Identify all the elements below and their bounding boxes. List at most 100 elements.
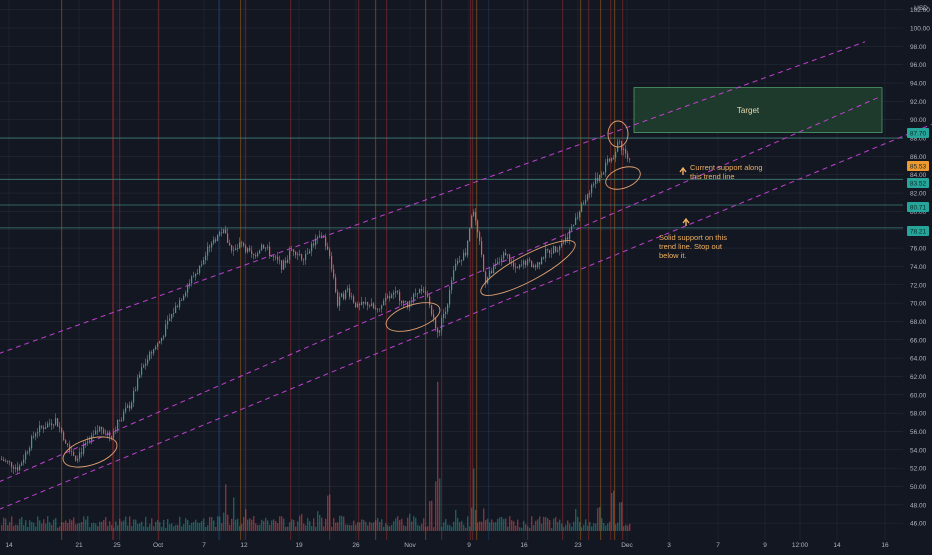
candle-body bbox=[249, 248, 251, 251]
event-band bbox=[112, 0, 114, 540]
candle-body bbox=[157, 343, 159, 347]
highlight-ellipse[interactable] bbox=[59, 431, 120, 473]
volume-bar bbox=[87, 516, 89, 531]
time-tick-label: Dec bbox=[621, 542, 633, 549]
candle-body bbox=[237, 248, 239, 249]
target-zone[interactable]: Target bbox=[633, 87, 883, 133]
candle-body bbox=[47, 423, 49, 428]
candle-body bbox=[421, 289, 423, 291]
highlight-ellipses[interactable] bbox=[59, 120, 644, 473]
time-axis[interactable]: 14 21 25 Oct 7 12 19 26 Nov 9 16 23 Dec 3 7 9 12:00 14 16 bbox=[5, 542, 889, 549]
price-tag bbox=[907, 202, 929, 212]
candle-body bbox=[215, 239, 217, 242]
volume-bar bbox=[263, 520, 265, 531]
candle-body bbox=[33, 436, 35, 438]
volume-bar bbox=[335, 522, 337, 531]
volume-bar bbox=[199, 522, 201, 531]
candle-body bbox=[7, 460, 9, 462]
event-band bbox=[240, 0, 242, 540]
candle-body bbox=[443, 313, 445, 318]
highlight-ellipse[interactable] bbox=[475, 232, 581, 305]
horizontal-levels[interactable] bbox=[0, 137, 903, 229]
highlight-ellipse[interactable] bbox=[603, 162, 644, 193]
candle-body bbox=[473, 211, 475, 216]
volume-bar bbox=[265, 517, 267, 531]
candle-body bbox=[221, 232, 223, 234]
volume-bar bbox=[157, 520, 159, 531]
candle-body bbox=[319, 235, 321, 237]
volume-bar bbox=[625, 524, 627, 531]
volume-bar bbox=[535, 520, 537, 531]
candle-body bbox=[119, 419, 121, 421]
event-band bbox=[113, 0, 115, 540]
candle-body bbox=[191, 276, 193, 284]
candle-body bbox=[397, 291, 399, 293]
candle-body bbox=[217, 235, 219, 242]
candle-body bbox=[265, 247, 267, 249]
highlight-ellipse[interactable] bbox=[607, 120, 629, 148]
candle-body bbox=[247, 248, 249, 252]
price-axis[interactable]: USD 46.00 48.00 50.00 52.00 54.00 56.00 58.00 6… bbox=[910, 5, 930, 528]
volume-bar bbox=[93, 522, 95, 531]
candle-body bbox=[89, 440, 91, 442]
candle-body bbox=[3, 459, 5, 461]
channel-line[interactable] bbox=[0, 123, 932, 510]
volume-bar bbox=[79, 522, 81, 531]
volume-bar bbox=[359, 522, 361, 531]
volume-bar bbox=[369, 521, 371, 531]
price-tick-label: 82.00 bbox=[910, 191, 927, 198]
candle-body bbox=[11, 462, 13, 468]
highlight-ellipse[interactable] bbox=[383, 297, 444, 337]
target-box[interactable] bbox=[633, 87, 883, 133]
volume-bar bbox=[327, 495, 329, 531]
volume-bar bbox=[161, 526, 163, 531]
trend-channel-lines[interactable] bbox=[0, 41, 932, 510]
candle-body bbox=[339, 296, 341, 306]
volume-bar bbox=[195, 519, 197, 531]
candle-body bbox=[85, 442, 87, 445]
volume-bar bbox=[53, 519, 55, 531]
candle-body bbox=[135, 389, 137, 391]
price-tick-label: 90.00 bbox=[910, 117, 927, 124]
volume-bar bbox=[485, 520, 487, 531]
volume-bar bbox=[551, 527, 553, 531]
volume-bar bbox=[589, 521, 591, 531]
volume-bar bbox=[481, 521, 483, 531]
volume-bar bbox=[449, 525, 451, 531]
candle-body bbox=[363, 301, 365, 304]
candle-body bbox=[525, 260, 527, 265]
price-tag-label: 80.71 bbox=[910, 205, 927, 212]
candle-body bbox=[95, 430, 97, 435]
candle-body bbox=[27, 451, 29, 453]
volume-bar bbox=[445, 518, 447, 531]
volume-bar bbox=[411, 521, 413, 531]
candle-body bbox=[445, 311, 447, 314]
candle-body bbox=[583, 203, 585, 205]
candle-body bbox=[129, 405, 131, 409]
candle-body bbox=[405, 301, 407, 302]
price-tick-label: 98.00 bbox=[910, 44, 927, 51]
volume-bar bbox=[283, 518, 285, 531]
candle-body bbox=[531, 260, 533, 268]
volume-bar bbox=[15, 524, 17, 531]
candle-body bbox=[407, 301, 409, 308]
volume-bar bbox=[461, 520, 463, 531]
time-tick-label: 25 bbox=[113, 542, 121, 549]
volume-bar bbox=[473, 468, 475, 531]
candle-body bbox=[579, 212, 581, 218]
event-band bbox=[158, 0, 160, 540]
volume-bar bbox=[295, 526, 297, 531]
volume-bar bbox=[5, 518, 7, 531]
price-tag bbox=[907, 161, 929, 171]
candle-body bbox=[361, 301, 363, 305]
candle-body bbox=[83, 444, 85, 454]
time-tick-label: 7 bbox=[202, 542, 206, 549]
candle-body bbox=[477, 220, 479, 233]
channel-line[interactable] bbox=[0, 41, 866, 354]
candle-body bbox=[427, 294, 429, 297]
candle-body bbox=[597, 177, 599, 181]
channel-line[interactable] bbox=[0, 96, 881, 483]
candle-body bbox=[227, 233, 229, 243]
